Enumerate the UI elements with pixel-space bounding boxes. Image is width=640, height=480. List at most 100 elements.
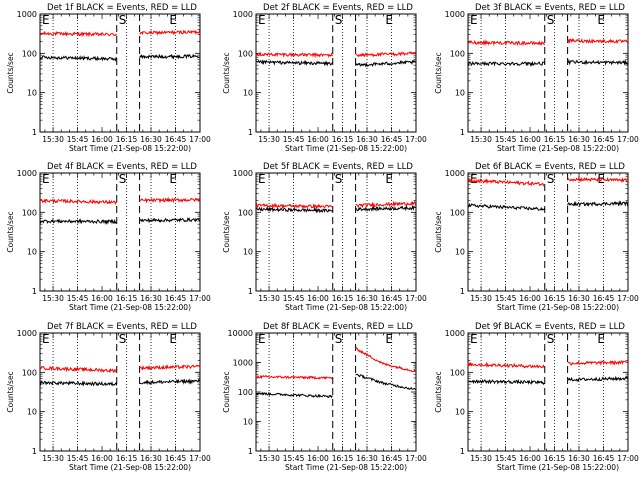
x-tick-label: 16:30	[140, 135, 162, 144]
panel: Det 7f BLACK = Events, RED = LLD 1 10 100 10…	[6, 322, 211, 472]
series-line	[255, 391, 333, 399]
series-line	[467, 202, 546, 212]
x-tick-label: 16:45	[593, 135, 615, 144]
series-line	[567, 360, 629, 367]
x-tick-label: 16:45	[381, 135, 403, 144]
marker-letter: S	[119, 172, 127, 186]
x-tick-label: 16:30	[140, 294, 162, 303]
marker-letter: E	[385, 13, 393, 27]
x-tick-label: 15:30	[258, 454, 280, 463]
y-axis-label: Counts/sec	[222, 211, 231, 252]
panel-title: Det 1f BLACK = Events, RED = LLD	[47, 3, 197, 13]
marker-letter: E	[42, 332, 50, 346]
x-axis-label: Start Time (21-Sep-08 15:22:00)	[497, 463, 619, 472]
panel: Det 9f BLACK = Events, RED = LLD 1 10 100 10…	[434, 322, 639, 472]
marker-letter: S	[547, 13, 555, 27]
series-line	[567, 176, 628, 184]
series-line	[255, 206, 334, 214]
panel-title: Det 5f BLACK = Events, RED = LLD	[263, 162, 413, 172]
panel: Det 4f BLACK = Events, RED = LLD 1 10 100 10…	[6, 162, 211, 312]
y-tick-label: 1000	[233, 10, 253, 19]
plot-frame	[255, 13, 417, 133]
x-tick-label: 16:45	[593, 454, 615, 463]
x-tick-label: 15:30	[470, 294, 492, 303]
x-tick-label: 15:45	[283, 454, 305, 463]
panel: Det 2f BLACK = Events, RED = LLD 1 10 100 10…	[222, 3, 427, 153]
x-axis-label: Start Time (21-Sep-08 15:22:00)	[69, 144, 191, 153]
x-tick-label: 16:15	[332, 135, 354, 144]
marker-letter: E	[470, 332, 478, 346]
marker-letter: E	[42, 13, 50, 27]
x-tick-label: 15:30	[42, 135, 64, 144]
series-line	[39, 198, 118, 206]
series-line	[567, 375, 629, 383]
marker-letter: E	[169, 332, 177, 346]
y-tick-label: 100	[238, 208, 253, 217]
y-tick-label: 10	[243, 89, 253, 98]
x-tick-label: 16:00	[519, 135, 541, 144]
x-tick-label: 16:30	[356, 135, 378, 144]
x-tick-label: 17:00	[405, 294, 427, 303]
plot-frame	[39, 13, 201, 133]
x-tick-label: 16:15	[116, 135, 138, 144]
y-tick-label: 100	[22, 49, 37, 58]
x-tick-label: 17:00	[405, 135, 427, 144]
x-axis-label: Start Time (21-Sep-08 15:22:00)	[69, 303, 191, 312]
x-tick-label: 15:45	[283, 135, 305, 144]
y-tick-label: 10	[27, 248, 37, 257]
x-tick-label: 15:45	[495, 135, 517, 144]
marker-letter: S	[547, 332, 555, 346]
x-tick-label: 16:15	[332, 294, 354, 303]
x-tick-label: 16:45	[381, 294, 403, 303]
series-line	[39, 365, 117, 374]
x-tick-label: 17:00	[189, 454, 211, 463]
x-tick-label: 15:45	[67, 294, 89, 303]
y-tick-label: 1	[248, 287, 253, 296]
panel: Det 3f BLACK = Events, RED = LLD 1 10 100 10…	[434, 3, 639, 153]
y-tick-label: 10	[455, 248, 465, 257]
y-tick-label: 100	[22, 208, 37, 217]
x-tick-label: 17:00	[617, 294, 639, 303]
marker-letter: S	[335, 13, 343, 27]
x-tick-label: 15:30	[470, 454, 492, 463]
x-axis-label: Start Time (21-Sep-08 15:22:00)	[497, 144, 619, 153]
series-line	[139, 196, 201, 204]
y-tick-label: 1000	[445, 329, 465, 338]
panel: Det 1f BLACK = Events, RED = LLD 1 10 100 10…	[6, 3, 211, 153]
series-line	[467, 178, 546, 187]
x-tick-label: 17:00	[189, 135, 211, 144]
x-tick-label: 16:00	[519, 454, 541, 463]
x-axis-label: Start Time (21-Sep-08 15:22:00)	[497, 303, 619, 312]
series-line	[39, 30, 118, 38]
marker-letter: S	[547, 172, 555, 186]
plot-frame	[39, 332, 201, 452]
marker-letter: E	[470, 172, 478, 186]
x-axis-label: Start Time (21-Sep-08 15:22:00)	[285, 144, 407, 153]
marker-letter: E	[385, 172, 393, 186]
y-axis-label: Counts/sec	[6, 371, 15, 412]
plot-frame	[467, 13, 629, 133]
x-tick-label: 15:30	[258, 294, 280, 303]
marker-letter: E	[470, 13, 478, 27]
x-tick-label: 15:30	[42, 294, 64, 303]
y-tick-label: 1000	[17, 10, 37, 19]
x-tick-label: 16:45	[381, 454, 403, 463]
series-line	[255, 51, 334, 59]
series-line	[355, 373, 417, 391]
plot-frame	[467, 332, 629, 452]
x-tick-label: 15:45	[67, 454, 89, 463]
x-tick-label: 16:15	[544, 294, 566, 303]
x-tick-label: 16:45	[593, 294, 615, 303]
y-tick-label: 10	[455, 408, 465, 417]
y-tick-label: 1000	[17, 169, 37, 178]
x-tick-label: 16:00	[519, 294, 541, 303]
series-line	[467, 378, 545, 385]
y-tick-label: 100	[238, 49, 253, 58]
series-line	[39, 218, 117, 225]
marker-letter: E	[42, 172, 50, 186]
x-tick-label: 16:15	[116, 294, 138, 303]
x-tick-label: 17:00	[617, 454, 639, 463]
y-axis-label: Counts/sec	[6, 211, 15, 252]
x-tick-label: 17:00	[405, 454, 427, 463]
y-tick-label: 1	[460, 287, 465, 296]
